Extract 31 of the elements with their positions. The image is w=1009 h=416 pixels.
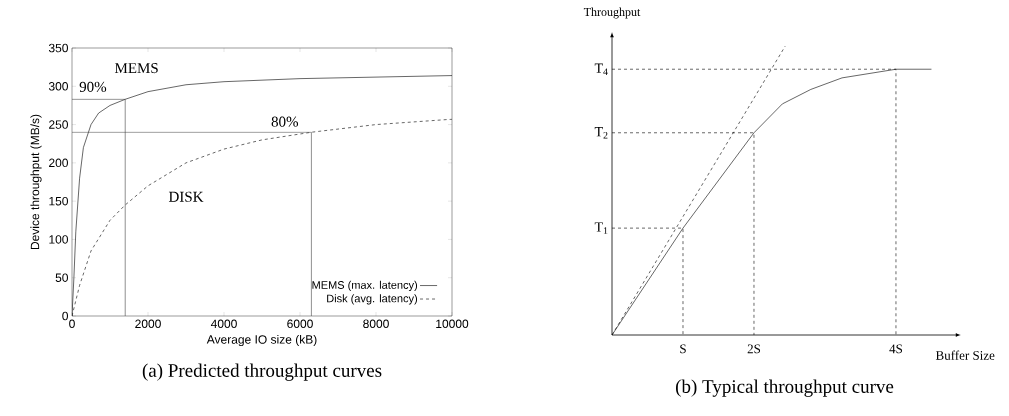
- annotation: 80%: [271, 116, 299, 127]
- text: T$_{4}$: [594, 63, 608, 75]
- y-axis-title: Device throughput (MB/s): [30, 114, 42, 250]
- x-axis-title: Buffer Size: [935, 350, 995, 360]
- annotation: DISK: [168, 191, 204, 202]
- y-tick-label: 150: [49, 196, 68, 206]
- y-tick-label: 100: [49, 235, 68, 244]
- legend-label: Disk (avg. latency): [327, 294, 418, 305]
- text: (a) Predicted throughput curves: [142, 363, 382, 381]
- text: T$_{2}$: [594, 127, 608, 139]
- y-tick-label: 0: [62, 311, 69, 321]
- x-tick-label: 4S: [889, 344, 903, 354]
- text: T$_{1}$: [594, 222, 608, 234]
- x-tick-label: 4000: [210, 319, 237, 329]
- y-tick-label: 300: [48, 82, 68, 91]
- y-tick-label: 50: [55, 273, 69, 282]
- y-tick-label: 350: [48, 43, 68, 53]
- legend-label: MEMS (max. latency): [312, 280, 418, 292]
- x-axis-title: Average IO size (kB): [206, 334, 317, 347]
- x-tick-label: 2000: [135, 319, 161, 329]
- annotation: MEMS: [114, 63, 158, 74]
- annotation: 90%: [79, 81, 107, 92]
- text: (b) Typical throughput curve: [675, 379, 894, 397]
- x-tick-label: 2S: [747, 344, 761, 354]
- y-tick-label: 200: [49, 158, 68, 168]
- x-tick-label: 6000: [287, 319, 313, 329]
- x-tick-label: 10000: [436, 319, 469, 329]
- y-axis-title: Throughput: [583, 7, 641, 19]
- y-tick-label: 250: [49, 120, 68, 129]
- x-tick-label: S: [680, 344, 686, 354]
- x-tick-label: 8000: [363, 319, 389, 329]
